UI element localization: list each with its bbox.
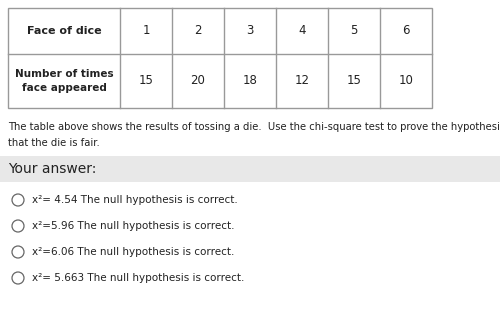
Text: 5: 5 bbox=[350, 24, 358, 37]
Bar bbox=[8, 8, 432, 108]
Text: x²= 5.663 The null hypothesis is correct.: x²= 5.663 The null hypothesis is correct… bbox=[32, 273, 244, 283]
Text: 10: 10 bbox=[398, 75, 413, 87]
Bar bbox=[8, 8, 432, 108]
Text: x²=5.96 The null hypothesis is correct.: x²=5.96 The null hypothesis is correct. bbox=[32, 221, 234, 231]
Text: 4: 4 bbox=[298, 24, 306, 37]
Text: 12: 12 bbox=[294, 75, 310, 87]
Text: 18: 18 bbox=[242, 75, 258, 87]
Text: Number of times
face appeared: Number of times face appeared bbox=[14, 69, 114, 93]
Text: Your answer:: Your answer: bbox=[8, 162, 96, 176]
Text: 20: 20 bbox=[190, 75, 206, 87]
Text: 2: 2 bbox=[194, 24, 202, 37]
Text: 6: 6 bbox=[402, 24, 410, 37]
Text: 15: 15 bbox=[346, 75, 362, 87]
Text: x²= 4.54 The null hypothesis is correct.: x²= 4.54 The null hypothesis is correct. bbox=[32, 195, 238, 205]
Text: 15: 15 bbox=[138, 75, 154, 87]
Text: that the die is fair.: that the die is fair. bbox=[8, 138, 100, 148]
Text: 3: 3 bbox=[246, 24, 254, 37]
Text: Face of dice: Face of dice bbox=[26, 26, 102, 36]
Text: x²=6.06 The null hypothesis is correct.: x²=6.06 The null hypothesis is correct. bbox=[32, 247, 234, 257]
Bar bbox=[0, 156, 500, 182]
Text: 1: 1 bbox=[142, 24, 150, 37]
Text: The table above shows the results of tossing a die.  Use the chi-square test to : The table above shows the results of tos… bbox=[8, 122, 500, 132]
